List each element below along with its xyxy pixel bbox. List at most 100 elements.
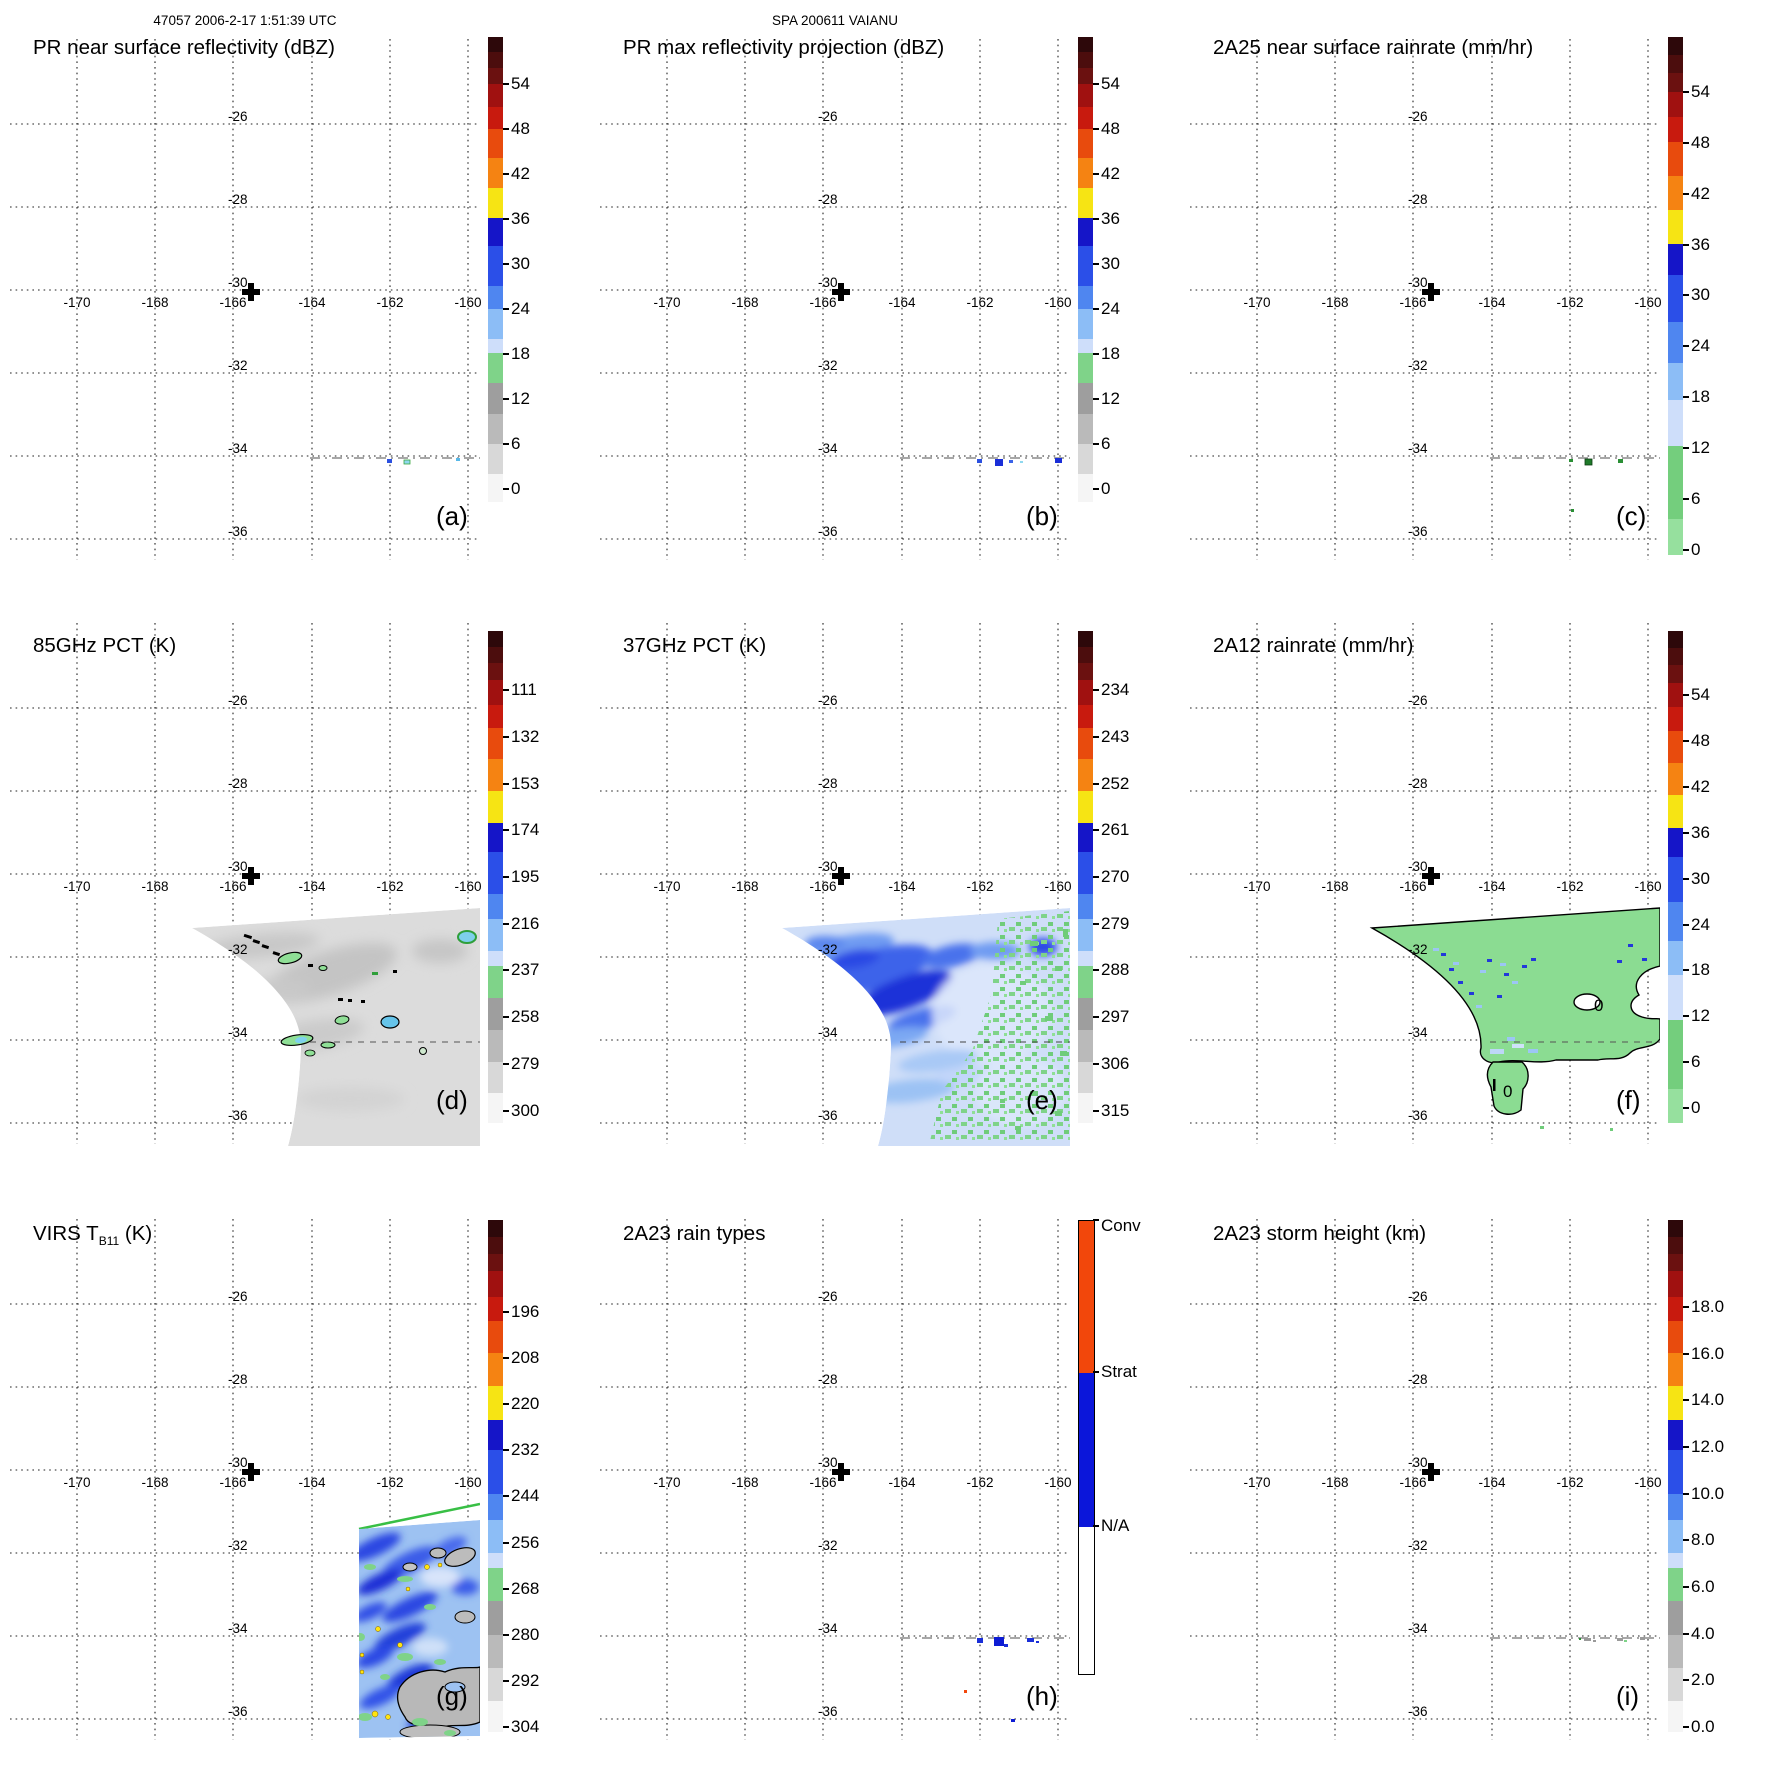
rainrate-swath (1369, 907, 1660, 1064)
map-data-b (832, 283, 1070, 466)
panel-i-title: 2A23 storm height (km) (1213, 1222, 1427, 1245)
lat-tick-label: -32 (228, 942, 248, 957)
storm-center-cross (242, 283, 260, 301)
colorbar-tick (503, 397, 509, 400)
colorbar-segment (1668, 210, 1683, 246)
swath-edge-line (358, 1502, 480, 1531)
colorbar-segment (488, 704, 503, 729)
colorbar-tick (1683, 1585, 1689, 1588)
panel-f: 2A12 rainrate (mm/hr) (1180, 584, 1770, 1174)
map-plot-a[interactable]: (a) -170 -168 -166 -164 -162 -160 -26 -28 -30 -32… (10, 37, 482, 562)
colorbar-label: 16.0 (1691, 1343, 1725, 1363)
colorbar-segment (1668, 175, 1683, 212)
panel-i: 2A23 storm height (km) (i) -170 -168 -166 -… (1180, 1180, 1770, 1770)
colorbar-tick (503, 1587, 509, 1590)
colorbar-tick (1093, 82, 1099, 85)
map-plot-g[interactable]: (g) -170 -168 -166 -164 -162 -160 -26 -28 -30 -32… (10, 1217, 482, 1742)
lon-tick-label: -162 (966, 295, 994, 310)
colorbar-tick (503, 217, 509, 220)
lon-tick-label: -164 (1478, 1475, 1506, 1490)
map-plot-f[interactable]: 0 0 (f) -170 -168 -166 -164 -162 -160 -26 -28 -3… (1190, 621, 1662, 1146)
colorbar-tick (1683, 90, 1689, 93)
rain-specks-blue (1433, 944, 1647, 1054)
colorbar-label: 216 (511, 913, 540, 933)
colorbar-tick (1683, 831, 1689, 834)
colorbar-label: 36 (1691, 822, 1710, 842)
colorbar-label: 54 (1691, 684, 1710, 704)
colorbar-segment (1668, 1253, 1683, 1273)
lat-tick-label: -30 (1408, 1455, 1428, 1470)
colorbar-segment (1668, 1450, 1683, 1495)
colorbar-label: 30 (1101, 253, 1120, 273)
colorbar-segment (1668, 91, 1683, 119)
lon-tick-label: -166 (1399, 295, 1427, 310)
map-plot-h[interactable]: (h) -170 -168 -166 -164 -162 -160 -26 -28 -30 -32… (600, 1217, 1072, 1742)
storm-center-cross (1422, 1463, 1440, 1481)
colorbar-segment (1078, 128, 1093, 159)
colorbar-tick (1683, 1632, 1689, 1635)
colorbar-segment (1078, 188, 1093, 220)
colorbar-segment (1078, 413, 1093, 445)
contour-label-mark (1493, 1079, 1496, 1091)
lat-tick-label: -34 (818, 1025, 838, 1040)
lat-tick-label: -28 (1408, 776, 1428, 791)
map-plot-i[interactable]: (i) -170 -168 -166 -164 -162 -160 -26 -28 -30 -32… (1190, 1217, 1662, 1742)
lat-tick-label: -26 (1408, 109, 1428, 124)
colorbar-segment (1078, 353, 1093, 385)
colorbar-segment (1668, 631, 1683, 650)
lat-tick-label: -34 (1408, 441, 1428, 456)
lon-tick-label: -170 (1243, 879, 1271, 894)
colorbar-tick (1683, 1399, 1689, 1402)
map-plot-d[interactable]: (d) -170 -168 -166 -164 -162 -160 -26 -28 -30 -32… (10, 621, 482, 1146)
map-data-d (192, 867, 480, 1146)
lon-tick-label: -160 (1044, 879, 1072, 894)
map-plot-c[interactable]: (c) -170 -168 -166 -164 -162 -160 -26 -28 -30 -32… (1190, 37, 1662, 562)
lat-tick-label: -28 (818, 776, 838, 791)
colorbar-tick (503, 735, 509, 738)
colorbar-label: 208 (511, 1348, 540, 1368)
colorbar-segment (488, 413, 503, 445)
colorbar-tick (503, 1633, 509, 1636)
colorbar-tick (503, 969, 509, 972)
panel-letter-d: (d) (436, 1085, 468, 1115)
colorbar-segment (1668, 1236, 1683, 1255)
colorbar-label: 132 (511, 726, 540, 746)
colorbar-segment (1668, 1220, 1683, 1238)
colorbar-tick (1093, 307, 1099, 310)
lat-tick-label: -32 (228, 358, 248, 373)
lat-tick-label: -32 (818, 358, 838, 373)
colorbar-segment (1668, 446, 1683, 520)
colorbar-tick (1093, 1219, 1099, 1221)
map-plot-e[interactable]: (e) -170 -168 -166 -164 -162 -160 -26 -28 -30 -32… (600, 621, 1072, 1146)
pct85-contour-features (243, 930, 477, 1057)
lon-tick-label: -162 (966, 879, 994, 894)
lon-tick-label: -160 (454, 295, 482, 310)
lat-tick-label: -34 (228, 1025, 248, 1040)
lon-tick-label: -160 (1634, 295, 1662, 310)
colorbar-label: 237 (511, 960, 540, 980)
lat-tick-label: -32 (1408, 942, 1428, 957)
colorbar-segment (488, 157, 503, 190)
colorbar-label: 258 (511, 1007, 540, 1027)
contour-label-0: 0 (1594, 996, 1603, 1015)
lon-tick-label: -170 (63, 879, 91, 894)
colorbar-tick (1683, 497, 1689, 500)
colorbar-segment (488, 663, 503, 682)
panel-letter-g: (g) (436, 1681, 468, 1711)
storm-center-cross (1422, 283, 1440, 301)
lon-tick-label: -164 (1478, 879, 1506, 894)
colorbar-label: 297 (1101, 1007, 1130, 1027)
colorbar-label: 30 (1691, 868, 1710, 888)
colorbar-label: 14.0 (1691, 1390, 1725, 1410)
map-plot-b[interactable]: (b) -170 -168 -166 -164 -162 -160 -26 -28 -30 -32… (600, 37, 1072, 562)
colorbar-tick (503, 307, 509, 310)
colorbar-label: 304 (511, 1716, 540, 1736)
lat-tick-label: -30 (818, 1455, 838, 1470)
colorbar-segment (488, 106, 503, 130)
lon-tick-label: -166 (1399, 879, 1427, 894)
lat-tick-label: -32 (818, 1538, 838, 1553)
colorbar-segment (488, 67, 503, 85)
colorbar-tick (1683, 1539, 1689, 1542)
panel-a: 47057 2006-2-17 1:51:39 UTC PR near surf… (0, 0, 590, 590)
colorbar-segment (488, 680, 503, 706)
